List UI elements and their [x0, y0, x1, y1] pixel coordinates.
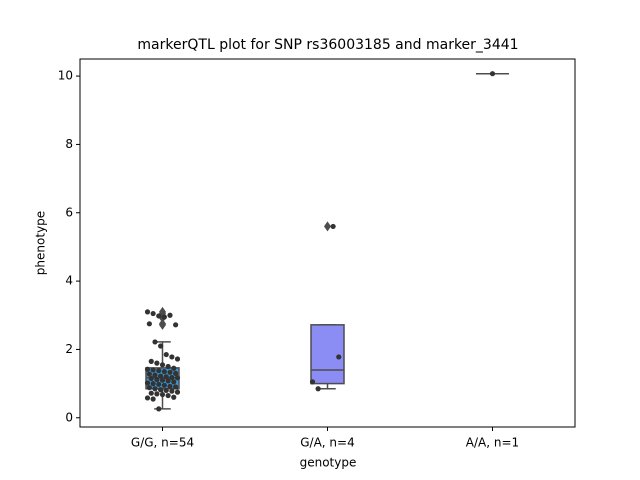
- strip-point: [174, 375, 181, 381]
- strip-point: [489, 71, 496, 77]
- strip-point: [163, 374, 169, 380]
- y-tick-label: 10: [58, 69, 73, 83]
- strip-point: [150, 310, 156, 317]
- strip-point: [167, 312, 173, 318]
- strip-point: [156, 406, 162, 412]
- strip-point: [146, 385, 152, 391]
- y-tick-label: 4: [65, 274, 73, 288]
- strip-point: [169, 388, 175, 394]
- strip-point: [146, 321, 152, 327]
- strip-point: [156, 368, 162, 374]
- strip-point: [158, 343, 164, 349]
- strip-point: [173, 384, 179, 390]
- strip-point: [173, 370, 179, 376]
- y-axis-label: phenotype: [34, 211, 48, 275]
- strip-point: [163, 387, 169, 394]
- strip-point: [159, 377, 166, 383]
- strip-point: [144, 309, 151, 315]
- strip-point: [171, 379, 177, 385]
- strip-point: [144, 366, 151, 372]
- strip-point: [169, 374, 175, 381]
- strip-point: [167, 383, 173, 389]
- strip-point: [315, 386, 321, 392]
- strip-point: [148, 358, 154, 364]
- strip-point: [169, 354, 175, 360]
- chart-title: markerQTL plot for SNP rs36003185 and ma…: [137, 37, 518, 53]
- strip-point: [173, 322, 179, 328]
- strip-point: [156, 381, 162, 387]
- x-tick-label: G/A, n=4: [300, 436, 354, 450]
- strip-point: [165, 392, 171, 399]
- y-tick-label: 0: [65, 410, 73, 424]
- strip-point: [148, 390, 154, 396]
- strip-point: [156, 313, 162, 319]
- strip-point: [336, 354, 342, 360]
- y-tick-label: 2: [65, 342, 73, 356]
- strip-point: [154, 376, 160, 383]
- strip-point: [144, 395, 151, 401]
- strip-point: [152, 372, 158, 378]
- strip-point: [159, 362, 166, 368]
- strip-point: [154, 360, 160, 366]
- strip-point: [167, 369, 173, 375]
- strip-point: [174, 356, 181, 362]
- y-tick-label: 6: [65, 205, 73, 219]
- strip-point: [150, 381, 156, 387]
- y-tick-label: 8: [65, 137, 73, 151]
- strip-point: [148, 375, 154, 382]
- strip-point: [174, 389, 181, 395]
- outlier: [159, 319, 166, 330]
- strip-point: [165, 363, 171, 370]
- strip-point: [152, 386, 158, 392]
- strip-point: [161, 314, 167, 320]
- strip-point: [144, 380, 151, 386]
- strip-point: [158, 373, 164, 379]
- strip-point: [165, 378, 171, 384]
- strip-point: [154, 391, 160, 397]
- strip-point: [146, 371, 152, 377]
- strip-point: [330, 223, 336, 230]
- outlier: [324, 221, 331, 232]
- strip-point: [161, 369, 167, 375]
- strip-point: [171, 365, 177, 371]
- strip-point: [309, 379, 316, 385]
- strip-point: [150, 396, 156, 402]
- strip-point: [150, 367, 156, 373]
- strip-point: [171, 394, 177, 400]
- strip-point: [152, 339, 158, 345]
- strip-point: [163, 351, 169, 358]
- x-tick-label: A/A, n=1: [466, 436, 519, 450]
- x-tick-label: G/G, n=54: [131, 436, 194, 450]
- x-axis-label: genotype: [300, 456, 357, 470]
- strip-point: [158, 387, 164, 393]
- box: [310, 324, 345, 385]
- strip-point: [161, 382, 167, 388]
- strip-point: [159, 391, 166, 398]
